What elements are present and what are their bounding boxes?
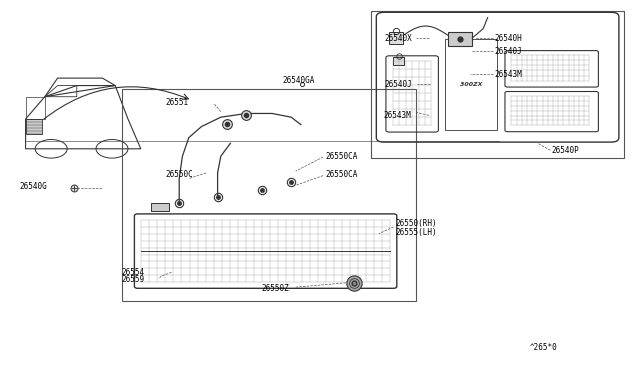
- Bar: [151, 203, 169, 211]
- Text: 300ZX: 300ZX: [460, 82, 483, 87]
- Text: 26540P: 26540P: [552, 146, 579, 155]
- Text: 26551: 26551: [165, 98, 188, 107]
- Bar: [393, 57, 404, 65]
- Text: ^265*0: ^265*0: [530, 343, 557, 352]
- Text: 26554: 26554: [122, 268, 145, 277]
- Text: 26540H: 26540H: [495, 34, 522, 43]
- Text: 26540G: 26540G: [19, 182, 47, 191]
- Bar: [122, 89, 416, 301]
- Text: 26550(RH): 26550(RH): [396, 219, 437, 228]
- Text: 26559: 26559: [122, 275, 145, 284]
- Bar: [445, 39, 497, 130]
- Bar: [389, 32, 403, 44]
- Text: 26550C: 26550C: [165, 170, 193, 179]
- Bar: [26, 119, 42, 134]
- Text: 26543M: 26543M: [495, 70, 522, 79]
- Text: 26555(LH): 26555(LH): [396, 228, 437, 237]
- Text: 26543M: 26543M: [383, 111, 411, 120]
- Text: 26540J: 26540J: [495, 47, 522, 56]
- Bar: [371, 11, 624, 158]
- Bar: [26, 97, 45, 119]
- Text: 26550Z: 26550Z: [261, 284, 289, 293]
- Text: 26540X: 26540X: [384, 34, 412, 43]
- Text: 26540GA: 26540GA: [283, 76, 316, 85]
- Text: 26540J: 26540J: [385, 80, 412, 89]
- Text: 26550CA: 26550CA: [325, 170, 358, 179]
- Bar: [448, 32, 472, 46]
- Text: 26550CA: 26550CA: [325, 153, 358, 161]
